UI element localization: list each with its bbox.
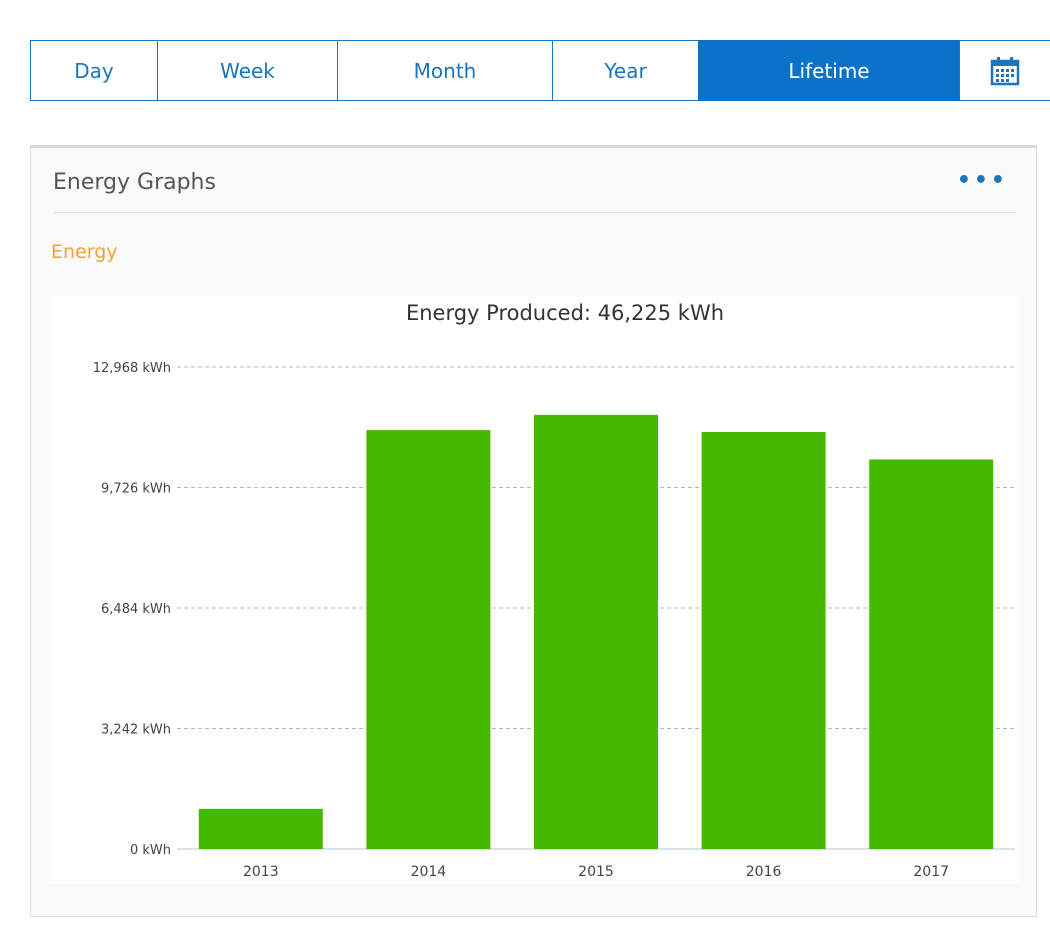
divider bbox=[53, 212, 1015, 213]
x-tick-label: 2015 bbox=[578, 864, 614, 880]
tab-lifetime[interactable]: Lifetime bbox=[698, 40, 959, 101]
bar-2016[interactable] bbox=[701, 431, 826, 849]
tab-month[interactable]: Month bbox=[337, 40, 552, 101]
energy-chart: Energy Produced: 46,225 kWh 0 kWh 3,242 k… bbox=[49, 296, 1019, 884]
y-tick-label: 3,242 kWh bbox=[101, 723, 171, 738]
energy-graphs-card: Energy Graphs ••• Energy Energy Produced… bbox=[30, 145, 1037, 917]
calendar-icon bbox=[990, 56, 1020, 85]
card-title: Energy Graphs bbox=[53, 170, 216, 195]
chart-title: Energy Produced: 46,225 kWh bbox=[406, 301, 724, 325]
y-tick-label: 0 kWh bbox=[130, 843, 171, 858]
tab-week[interactable]: Week bbox=[157, 40, 337, 101]
bar-2013[interactable] bbox=[198, 808, 323, 849]
x-tick-label: 2016 bbox=[746, 864, 782, 880]
time-range-tabs: Day Week Month Year Lifetime bbox=[30, 40, 1050, 101]
y-tick-label: 12,968 kWh bbox=[93, 361, 171, 376]
more-dots-icon[interactable]: ••• bbox=[956, 168, 1008, 193]
calendar-button[interactable] bbox=[959, 40, 1050, 101]
bar-2014[interactable] bbox=[366, 430, 491, 849]
section-label-energy: Energy bbox=[51, 241, 118, 263]
energy-bar-chart: Energy Produced: 46,225 kWh 0 kWh 3,242 k… bbox=[93, 301, 1015, 880]
x-tick-label: 2014 bbox=[411, 864, 447, 880]
bar-2015[interactable] bbox=[534, 414, 658, 849]
x-tick-label: 2017 bbox=[913, 864, 949, 880]
x-tick-label: 2013 bbox=[243, 864, 279, 880]
tab-year[interactable]: Year bbox=[552, 40, 698, 101]
y-tick-label: 9,726 kWh bbox=[101, 482, 171, 497]
tab-day[interactable]: Day bbox=[30, 40, 157, 101]
bar-2017[interactable] bbox=[869, 459, 994, 849]
y-tick-label: 6,484 kWh bbox=[101, 602, 171, 617]
